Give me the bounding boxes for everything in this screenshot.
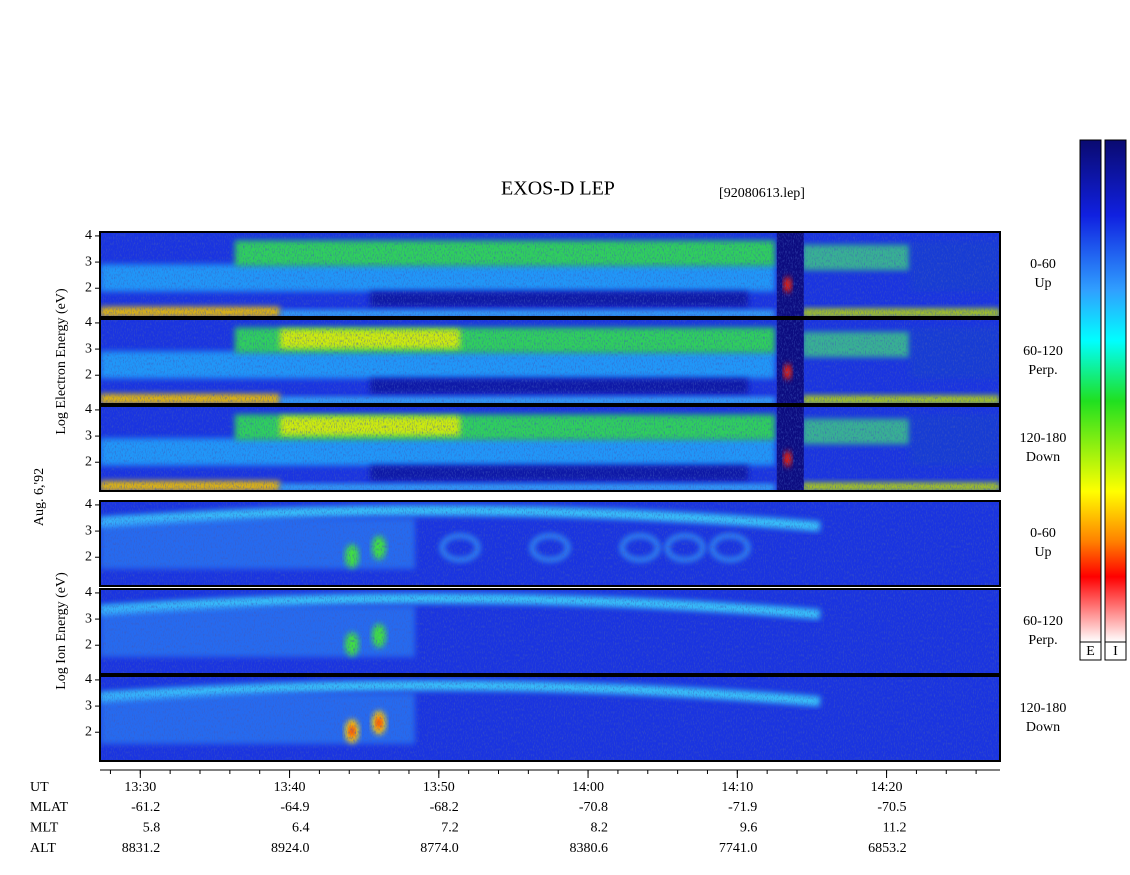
panel-angle: 120-180	[1020, 431, 1067, 446]
ephemeris-value: 8831.2	[122, 841, 161, 856]
panel-direction: Perp.	[1028, 363, 1057, 378]
ephemeris-value: -71.9	[728, 800, 757, 815]
y-tick-label: 4	[85, 402, 92, 417]
ephemeris-value: 7741.0	[719, 841, 758, 856]
panel-direction: Down	[1026, 450, 1060, 465]
panel-frame	[99, 500, 1001, 587]
ephemeris-value: -64.9	[280, 800, 309, 815]
ephemeris-value: 9.6	[740, 821, 758, 836]
y-tick-label: 4	[85, 497, 92, 512]
panel-direction: Perp.	[1028, 633, 1057, 648]
panel-direction: Up	[1034, 276, 1051, 291]
spectrogram	[100, 589, 1000, 674]
y-axis-label: Log Electron Energy (eV)	[54, 288, 69, 435]
spectrum-noise	[100, 319, 1000, 404]
panel-frame	[99, 405, 1001, 492]
y-tick-label: 3	[85, 698, 92, 713]
ephemeris-value: 8380.6	[570, 841, 609, 856]
y-tick-label: 3	[85, 341, 92, 356]
spectrum-noise	[100, 406, 1000, 491]
spectrum-noise	[100, 589, 1000, 674]
panel-frame	[99, 231, 1001, 318]
row-label: UT	[30, 780, 49, 795]
y-axis-label: Log Ion Energy (eV)	[54, 572, 69, 690]
spectrum-noise	[100, 232, 1000, 317]
x-tick-label: 13:40	[274, 780, 306, 795]
x-tick-label: 13:50	[423, 780, 455, 795]
panel-angle: 60-120	[1023, 344, 1063, 359]
spectrogram	[100, 676, 1000, 761]
row-label: MLT	[30, 821, 59, 836]
spectrum-noise	[100, 676, 1000, 761]
panel-direction: Up	[1034, 545, 1051, 560]
y-tick-label: 4	[85, 228, 92, 243]
colorbars: E I	[1079, 139, 1127, 661]
ephemeris-value: 6.4	[292, 821, 310, 836]
colorbar	[1104, 139, 1127, 643]
ephemeris-value: 5.8	[143, 821, 161, 836]
y-tick-label: 2	[85, 637, 92, 652]
panel-angle: 60-120	[1023, 614, 1063, 629]
colorbar-box	[1104, 641, 1127, 661]
ephemeris-value: 8.2	[591, 821, 609, 836]
panel-angle: 0-60	[1030, 526, 1056, 541]
title: EXOS-D LEP	[501, 178, 615, 200]
y-tick-label: 4	[85, 315, 92, 330]
ephemeris-value: -70.5	[877, 800, 906, 815]
y-tick-label: 2	[85, 454, 92, 469]
ephemeris-value: 7.2	[441, 821, 459, 836]
y-tick-label: 3	[85, 428, 92, 443]
spectrogram	[100, 406, 1000, 491]
colorbar-box	[1079, 641, 1102, 661]
ephemeris-value: 6853.2	[868, 841, 907, 856]
ephemeris-value: -70.8	[579, 800, 608, 815]
file-name: [92080613.lep]	[719, 186, 805, 201]
spectrogram	[100, 501, 1000, 586]
ephemeris-value: -68.2	[430, 800, 459, 815]
y-tick-label: 3	[85, 611, 92, 626]
panel-angle: 0-60	[1030, 257, 1056, 272]
panel-angle: 120-180	[1020, 701, 1067, 716]
y-tick-label: 2	[85, 724, 92, 739]
y-tick-label: 2	[85, 280, 92, 295]
spectrogram	[100, 319, 1000, 404]
ephemeris-value: 11.2	[883, 821, 907, 836]
panel-frame	[99, 675, 1001, 762]
ephemeris-value: 8924.0	[271, 841, 310, 856]
ephemeris-value: 8774.0	[420, 841, 459, 856]
y-tick-label: 2	[85, 367, 92, 382]
x-tick-label: 14:00	[572, 780, 604, 795]
row-label: MLAT	[30, 800, 69, 815]
y-tick-label: 2	[85, 549, 92, 564]
x-tick-label: 14:20	[871, 780, 903, 795]
row-label: ALT	[30, 841, 56, 856]
panel-frame	[99, 318, 1001, 405]
ephemeris-value: -61.2	[131, 800, 160, 815]
x-tick-label: 14:10	[721, 780, 753, 795]
y-tick-label: 3	[85, 523, 92, 538]
colorbar-label: E	[1086, 644, 1095, 659]
date-label: Aug. 6,'92	[32, 468, 47, 526]
y-tick-label: 4	[85, 585, 92, 600]
panel-frame	[99, 588, 1001, 675]
colorbar-label: I	[1113, 644, 1118, 659]
colorbar	[1079, 139, 1102, 643]
x-tick-label: 13:30	[124, 780, 156, 795]
spectrogram	[100, 232, 1000, 317]
y-tick-label: 4	[85, 672, 92, 687]
spectrum-noise	[100, 501, 1000, 586]
y-tick-label: 3	[85, 254, 92, 269]
panel-direction: Down	[1026, 720, 1060, 735]
